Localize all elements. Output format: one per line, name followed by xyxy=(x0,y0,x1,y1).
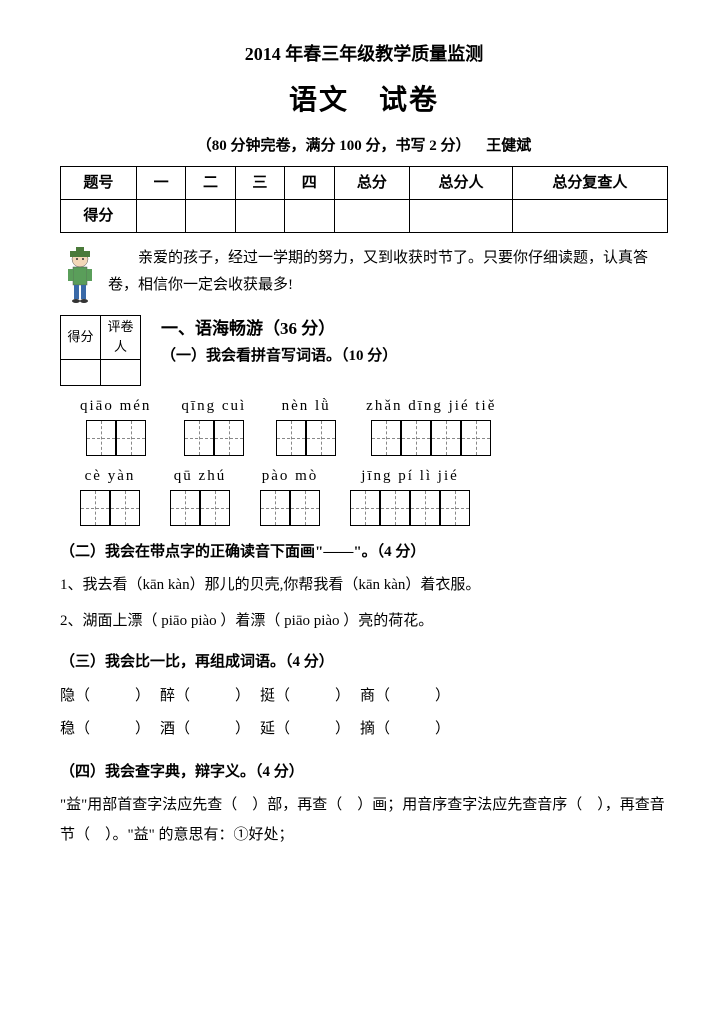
section1-sub2-title: （二）我会在带点字的正确读音下面画"——"。（4 分） xyxy=(60,540,668,564)
sub2-q2: 2、湖面上漂（ piāo piào ）着漂（ piāo piào ）亮的荷花。 xyxy=(60,606,668,636)
col-0: 题号 xyxy=(61,166,137,199)
sub2-q1: 1、我去看（kān kàn）那儿的贝壳,你帮我看（kān kàn）着衣服。 xyxy=(60,570,668,600)
char-boxes xyxy=(80,490,140,526)
blank-cell xyxy=(235,199,284,232)
pair: 商（ ） xyxy=(360,680,450,713)
pair: 挺（ ） xyxy=(260,680,350,713)
pinyin-text: qīng cuì xyxy=(181,394,246,418)
pinyin-text: pào mò xyxy=(262,464,319,488)
blank-cell xyxy=(285,199,334,232)
pinyin-container: qiāo mén qīng cuì nèn lǜ zhǎn dīng jié tiě c… xyxy=(60,394,668,526)
char-boxes xyxy=(184,420,244,456)
section1-title: 一、语海畅游（36 分） xyxy=(161,315,397,342)
pinyin-text: qū zhú xyxy=(174,464,226,488)
char-boxes xyxy=(170,490,230,526)
char-box xyxy=(214,420,244,456)
char-box xyxy=(371,420,401,456)
main-title-line1: 2014 年春三年级教学质量监测 xyxy=(60,40,668,69)
pinyin-group: qū zhú xyxy=(170,464,230,526)
char-box xyxy=(306,420,336,456)
col-7: 总分复查人 xyxy=(512,166,667,199)
blank-cell xyxy=(410,199,512,232)
blank-cell xyxy=(61,360,101,386)
col-6: 总分人 xyxy=(410,166,512,199)
char-box xyxy=(200,490,230,526)
section1-sub3-title: （三）我会比一比，再组成词语。（4 分） xyxy=(60,650,668,674)
char-box xyxy=(461,420,491,456)
intro-text: 亲爱的孩子，经过一学期的努力，又到收获时节了。只要你仔细读题，认真答卷，相信你一… xyxy=(108,245,668,299)
sub4-text: "益"用部首查字法应先查（ ）部，再查（ ）画；用音序查字法应先查音序（ ），再… xyxy=(60,790,668,850)
char-box xyxy=(410,490,440,526)
pinyin-text: zhǎn dīng jié tiě xyxy=(366,394,496,418)
char-box xyxy=(380,490,410,526)
pair: 稳（ ） xyxy=(60,713,150,746)
pinyin-group: zhǎn dīng jié tiě xyxy=(366,394,496,456)
intro-row: 亲爱的孩子，经过一学期的努力，又到收获时节了。只要你仔细读题，认真答卷，相信你一… xyxy=(60,245,668,305)
col-1: 一 xyxy=(136,166,185,199)
pinyin-row: qiāo mén qīng cuì nèn lǜ zhǎn dīng jié tiě xyxy=(60,394,668,456)
sub3-row2: 稳（ ） 酒（ ） 延（ ） 摘（ ） xyxy=(60,713,668,746)
pinyin-row: cè yàn qū zhú pào mò jīng pí lì jié xyxy=(60,464,668,526)
score-header-row: 题号 一 二 三 四 总分 总分人 总分复查人 xyxy=(61,166,668,199)
blank-cell xyxy=(334,199,410,232)
sub3-row1: 隐（ ） 醉（ ） 挺（ ） 商（ ） xyxy=(60,680,668,713)
section1-sub4-title: （四）我会查字典，辩字义。（4 分） xyxy=(60,760,668,784)
pinyin-group: qīng cuì xyxy=(181,394,246,456)
row-label: 得分 xyxy=(61,199,137,232)
col-2: 二 xyxy=(186,166,235,199)
pinyin-text: cè yàn xyxy=(85,464,136,488)
mini-score-table: 得分 评卷人 xyxy=(60,315,141,387)
blank-cell xyxy=(101,360,141,386)
mini-score-row: 得分 评卷人 一、语海畅游（36 分） （一）我会看拼音写词语。（10 分） xyxy=(60,315,668,387)
main-title-line2: 语文 试卷 xyxy=(60,79,668,124)
pair: 延（ ） xyxy=(260,713,350,746)
char-box xyxy=(290,490,320,526)
section1-sub1: （一）我会看拼音写词语。（10 分） xyxy=(161,344,397,368)
char-boxes xyxy=(350,490,470,526)
char-box xyxy=(184,420,214,456)
col-3: 三 xyxy=(235,166,284,199)
blank-cell xyxy=(186,199,235,232)
pinyin-group: qiāo mén xyxy=(80,394,151,456)
char-boxes xyxy=(371,420,491,456)
char-box xyxy=(431,420,461,456)
subtitle: （80 分钟完卷，满分 100 分，书写 2 分） 王健斌 xyxy=(60,134,668,158)
pinyin-text: jīng pí lì jié xyxy=(361,464,459,488)
char-boxes xyxy=(86,420,146,456)
pinyin-group: nèn lǜ xyxy=(276,394,336,456)
pair: 隐（ ） xyxy=(60,680,150,713)
pair: 醉（ ） xyxy=(160,680,250,713)
score-value-row: 得分 xyxy=(61,199,668,232)
pinyin-group: cè yàn xyxy=(80,464,140,526)
child-cartoon-icon xyxy=(60,245,100,305)
pinyin-text: nèn lǜ xyxy=(282,394,331,418)
char-boxes xyxy=(260,490,320,526)
subtitle-info: （80 分钟完卷，满分 100 分，书写 2 分） xyxy=(197,138,471,154)
char-box xyxy=(170,490,200,526)
char-boxes xyxy=(276,420,336,456)
mini-c1: 得分 xyxy=(61,315,101,360)
blank-cell xyxy=(512,199,667,232)
pair: 酒（ ） xyxy=(160,713,250,746)
char-box xyxy=(80,490,110,526)
char-box xyxy=(86,420,116,456)
score-table: 题号 一 二 三 四 总分 总分人 总分复查人 得分 xyxy=(60,166,668,233)
pair: 摘（ ） xyxy=(360,713,450,746)
author-name: 王健斌 xyxy=(486,138,531,154)
char-box xyxy=(440,490,470,526)
char-box xyxy=(260,490,290,526)
pinyin-group: pào mò xyxy=(260,464,320,526)
mini-c2: 评卷人 xyxy=(101,315,141,360)
char-box xyxy=(110,490,140,526)
pinyin-group: jīng pí lì jié xyxy=(350,464,470,526)
col-5: 总分 xyxy=(334,166,410,199)
char-box xyxy=(116,420,146,456)
blank-cell xyxy=(136,199,185,232)
col-4: 四 xyxy=(285,166,334,199)
char-box xyxy=(401,420,431,456)
pinyin-text: qiāo mén xyxy=(80,394,151,418)
char-box xyxy=(276,420,306,456)
char-box xyxy=(350,490,380,526)
